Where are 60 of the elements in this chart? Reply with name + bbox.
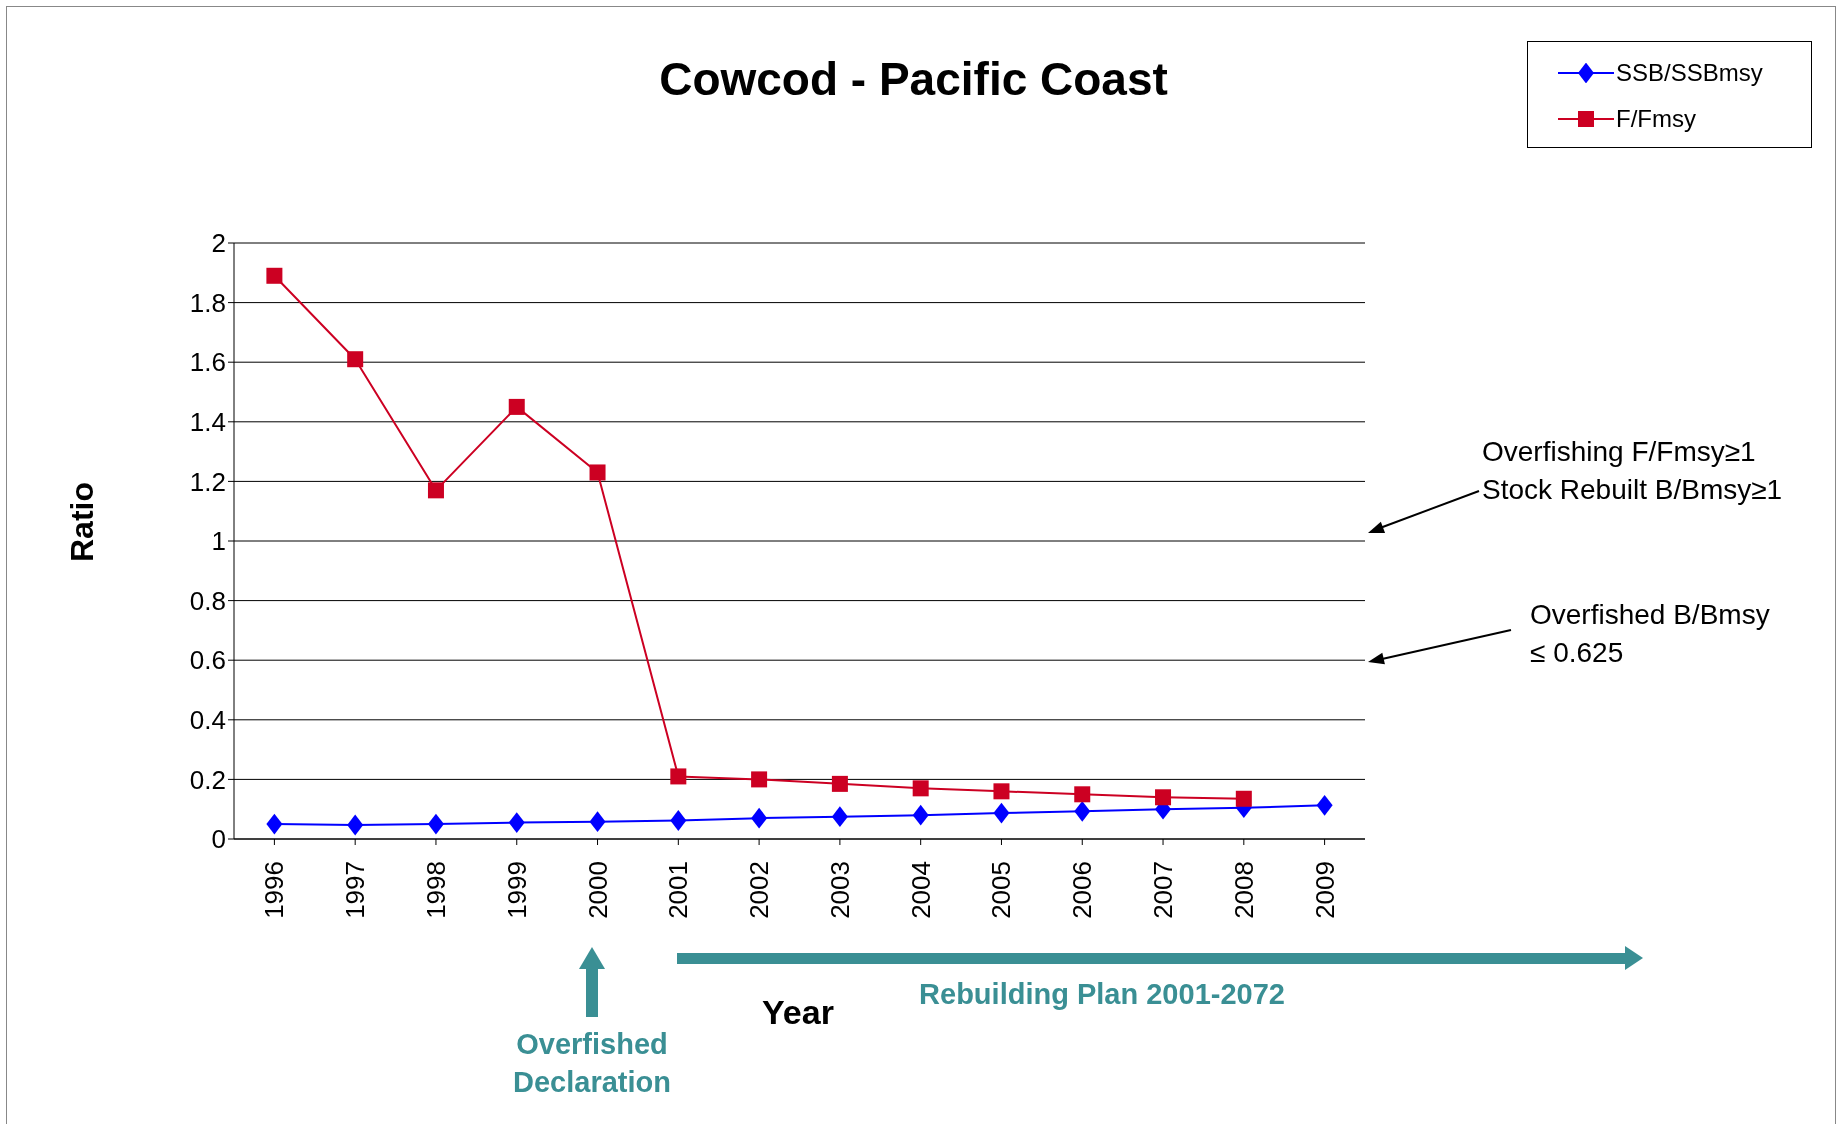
x-tick-label: 1997: [340, 861, 371, 919]
point: [508, 812, 525, 834]
x-tick-label: 2004: [905, 861, 936, 919]
point: [266, 813, 283, 835]
x-tick-label: 1999: [501, 861, 532, 919]
text: Rebuilding Plan 2001-2072: [919, 978, 1285, 1011]
point: [912, 780, 929, 797]
x-tick-label: 2008: [1228, 861, 1259, 919]
chart-title: Cowcod - Pacific Coast: [659, 53, 1168, 105]
x-tick-label: 2000: [582, 861, 613, 919]
y-tick-label: 0.8: [189, 585, 226, 616]
point: [1155, 789, 1172, 806]
point: [1074, 800, 1091, 822]
y-tick-label: 2: [211, 228, 226, 259]
x-tick-label: 2003: [824, 861, 855, 919]
y-tick-label: 1: [211, 526, 226, 557]
point: [670, 768, 687, 785]
point: [1074, 786, 1091, 803]
x-tick-label: 2009: [1309, 861, 1340, 919]
point: [912, 804, 929, 826]
y-tick-label: 1.6: [189, 347, 226, 378]
x-tick-label: 2005: [986, 861, 1017, 919]
text: Overfished B/Bmsy ≤ 0.625: [1530, 598, 1770, 670]
point: [1316, 794, 1333, 816]
point: [589, 811, 606, 833]
point: [993, 783, 1010, 800]
x-tick-label: 2001: [663, 861, 694, 919]
point: [993, 802, 1010, 824]
point: [670, 810, 687, 831]
x-tick-label: 1996: [259, 861, 290, 919]
point: [427, 813, 444, 835]
y-tick-label: 1.2: [189, 466, 226, 497]
y-tick-label: 1.4: [189, 407, 226, 438]
x-tick-label: 2006: [1067, 861, 1098, 919]
text: Stock Rebuilt B/Bmsy≥1: [1482, 474, 1783, 506]
x-tick-label: 2007: [1148, 861, 1179, 919]
point: [751, 807, 768, 829]
y-tick-label: 0.4: [189, 705, 226, 736]
legend-label: SSB/SSBmsy: [1616, 59, 1763, 87]
point: [831, 775, 848, 792]
point: [751, 771, 768, 788]
y-tick-label: 0.2: [189, 764, 226, 795]
point: [347, 351, 364, 368]
point: [831, 806, 848, 828]
y-tick-label: 0: [211, 824, 226, 855]
point: [508, 398, 525, 415]
legend-label: F/Fmsy: [1616, 105, 1696, 133]
point: [427, 482, 444, 499]
y-axis-title: Ratio: [63, 482, 101, 562]
point: [266, 267, 283, 284]
text: Overfishing F/Fmsy≥1: [1482, 436, 1756, 468]
y-tick-label: 0.6: [189, 645, 226, 676]
text: Overfished Declaration: [512, 1027, 672, 1100]
y-tick-label: 1.8: [189, 287, 226, 318]
x-tick-label: 2002: [744, 861, 775, 919]
x-tick-label: 1998: [420, 861, 451, 919]
point: [1235, 790, 1252, 807]
point: [347, 814, 364, 836]
text: Year: [762, 992, 834, 1032]
point: [589, 464, 606, 481]
